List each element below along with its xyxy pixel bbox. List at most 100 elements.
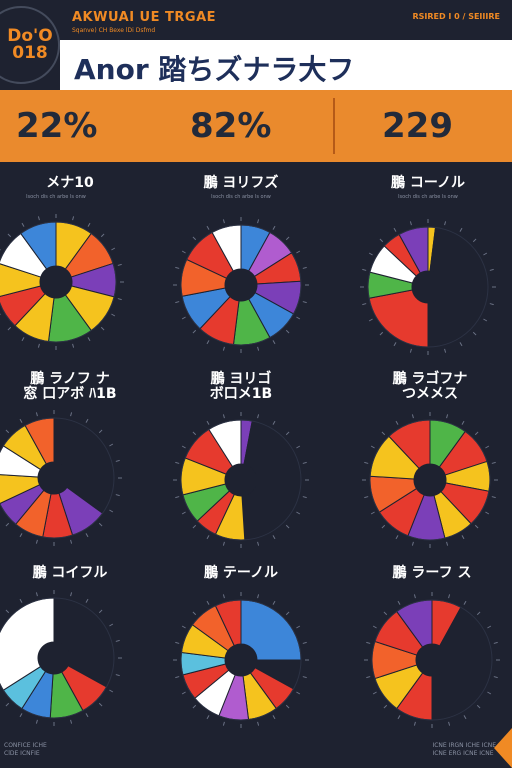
pie-3-tick-5 — [459, 342, 463, 347]
pie-4-tick-18 — [35, 412, 38, 417]
pie-2-subtitle: lsoch dis ch arbe ls onw — [211, 194, 271, 200]
pie-chart-3 — [360, 219, 496, 355]
pie-6-tick-8 — [411, 541, 414, 546]
pie-2-tick-9 — [206, 340, 210, 345]
pie-3-tick-24 — [489, 268, 494, 271]
pie-6-tick-11 — [370, 511, 375, 515]
pie-1-tick-8 — [37, 343, 40, 348]
pie-5-tick-6 — [257, 541, 260, 546]
next-arrow-icon[interactable] — [494, 728, 512, 768]
stats-bar: 22% 82% 229 — [0, 90, 512, 162]
pie-2-tick-10 — [192, 329, 197, 334]
pie-2-tick-22 — [285, 236, 290, 241]
pie-3-tick-20 — [444, 221, 447, 226]
pie-4-tick-17 — [19, 418, 23, 423]
pie-5-tick-4 — [285, 524, 290, 529]
pie-5-slice-2 — [241, 420, 302, 541]
pie-1-tick-4 — [100, 326, 105, 331]
pie-5-tick-3 — [296, 511, 301, 515]
pie-4-tick-16 — [5, 429, 10, 434]
pie-1-tick-22 — [100, 233, 105, 238]
pie-8-tick-21 — [272, 600, 276, 605]
pie-5-tick-5 — [272, 535, 276, 540]
pie-7-tick-17 — [19, 598, 23, 603]
pie-8-tick-22 — [285, 611, 290, 616]
pie-chart-9 — [364, 592, 500, 728]
pie-6-tick-14 — [364, 461, 369, 464]
pie-6-tick-22 — [474, 431, 479, 436]
pie-4-tick-8 — [35, 539, 38, 544]
pie-5-tick-17 — [206, 420, 210, 425]
pie-9-tick-3 — [487, 691, 492, 695]
top-bar — [0, 0, 512, 40]
footer-left: CONFICE ICHE ClDE ICNFIE — [4, 742, 47, 758]
footer-left-line-2: ClDE ICNFIE — [4, 750, 40, 757]
pie-3-tick-15 — [368, 252, 373, 256]
pie-5-title: 鵬 ヨリゴ ボ口メ1B — [209, 371, 273, 402]
pie-1-tick-18 — [37, 216, 40, 221]
pie-2-tick-15 — [181, 250, 186, 254]
pie-4-tick-10 — [5, 522, 10, 527]
pie-7-tick-5 — [85, 713, 89, 718]
pie-1-tick-16 — [7, 233, 12, 238]
pie-6-tick-17 — [395, 420, 399, 425]
pie-9-title: 鵬 ラーフ ス — [392, 565, 472, 581]
pie-chart-8 — [173, 592, 309, 728]
pie-8-tick-24 — [302, 641, 307, 644]
pie-2-tick-16 — [192, 236, 197, 241]
pie-9-tick-4 — [476, 704, 481, 709]
pie-6-tick-16 — [381, 431, 386, 436]
pie-1-tick-23 — [111, 247, 116, 251]
pie-4-tick-5 — [85, 533, 89, 538]
pie-1-slice-8 — [0, 263, 42, 297]
pie-6-tick-12 — [364, 496, 369, 499]
pie-6-tick-6 — [446, 541, 449, 546]
pie-chart-6 — [362, 412, 498, 548]
pie-3-tick-23 — [483, 252, 488, 256]
pie-1-tick-2 — [117, 298, 122, 301]
pie-3-outline — [367, 226, 489, 348]
pie-4-tick-24 — [115, 459, 120, 462]
pie-chart-5 — [173, 412, 309, 548]
pie-3-tick-14 — [362, 268, 367, 271]
pie-6-tick-4 — [474, 524, 479, 529]
pie-chart-7 — [0, 590, 122, 726]
pie-3-slice-3 — [368, 289, 429, 348]
pie-9-tick-10 — [383, 704, 388, 709]
pie-3-tick-2 — [489, 303, 494, 306]
pie-9-tick-6 — [448, 721, 451, 726]
pie-9-tick-23 — [487, 625, 492, 629]
pie-8-tick-10 — [192, 704, 197, 709]
pie-5-tick-10 — [192, 524, 197, 529]
pie-1-title: メナ10 — [46, 175, 94, 191]
pie-9-outline — [371, 599, 493, 721]
pie-8-tick-5 — [272, 715, 276, 720]
pie-8-tick-15 — [181, 625, 186, 629]
pie-9-tick-15 — [372, 625, 377, 629]
pie-1-tick-5 — [87, 337, 91, 342]
pie-4-tick-4 — [98, 522, 103, 527]
pie-3-tick-4 — [472, 331, 477, 336]
pie-5-tick-15 — [181, 445, 186, 449]
pie-8-tick-20 — [257, 594, 260, 599]
pie-7-outline — [0, 597, 115, 719]
pie-7-tick-22 — [98, 609, 103, 614]
pie-6-tick-10 — [381, 524, 386, 529]
pie-8-tick-16 — [192, 611, 197, 616]
pie-6-tick-15 — [370, 445, 375, 449]
logo-badge: Do'O 018 — [0, 6, 60, 84]
pie-3-tick-18 — [409, 221, 412, 226]
pie-7-tick-21 — [85, 598, 89, 603]
pie-8-tick-8 — [222, 721, 225, 726]
header-banner: Anor 踏ちズナラ大フ — [60, 40, 512, 90]
pie-8-tick-17 — [206, 600, 210, 605]
pie-3-tick-21 — [459, 227, 463, 232]
pie-6-title: 鵬 ラゴフナ つメメス — [392, 371, 468, 402]
pie-7-tick-23 — [109, 623, 114, 627]
pie-9-tick-21 — [463, 600, 467, 605]
pie-3-title: 鵬 コーノル — [390, 175, 466, 191]
pie-9-tick-5 — [463, 715, 467, 720]
pie-chart-1 — [0, 214, 124, 350]
pie-9-tick-16 — [383, 611, 388, 616]
